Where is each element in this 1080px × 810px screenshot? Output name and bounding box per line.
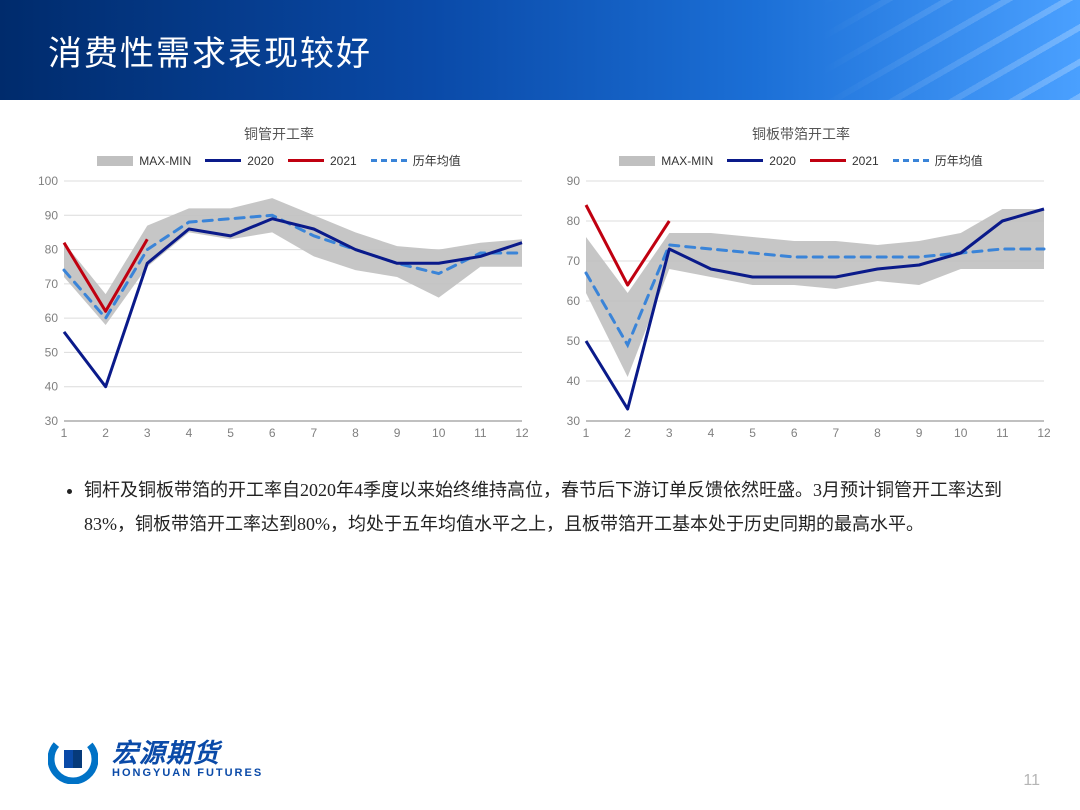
bullet-text: 铜杆及铜板带箔的开工率自2020年4季度以来始终维持高位，春节后下游订单反馈依然… (84, 473, 1016, 541)
svg-text:1: 1 (61, 426, 68, 440)
svg-text:80: 80 (45, 243, 59, 257)
chart-left-legend: MAX-MIN 2020 2021 历年均值 (97, 152, 460, 169)
swatch-dash-icon (371, 159, 407, 162)
svg-text:60: 60 (567, 294, 581, 308)
slide-title: 消费性需求表现较好 (48, 26, 372, 75)
legend-band: MAX-MIN (619, 154, 713, 168)
svg-text:12: 12 (1037, 426, 1050, 440)
svg-text:1: 1 (583, 426, 590, 440)
swatch-dash-icon (893, 159, 929, 162)
chart-left: 铜管开工率 MAX-MIN 2020 2021 历年均值 30 40 50 60 70 8… (28, 124, 530, 445)
swatch-band-icon (97, 156, 133, 166)
logo-mark-icon (48, 734, 98, 784)
swatch-line-icon (810, 159, 846, 162)
legend-2020: 2020 (205, 154, 274, 168)
chart-right-title: 铜板带箔开工率 (752, 124, 850, 144)
chart-left-plot: 30405060708090100123456789101112 (30, 175, 528, 445)
legend-2021: 2021 (288, 154, 357, 168)
svg-text:70: 70 (567, 254, 581, 268)
chart-right-legend: MAX-MIN 2020 2021 历年均值 (619, 152, 982, 169)
svg-text:7: 7 (310, 426, 317, 440)
bullet-section: 铜杆及铜板带箔的开工率自2020年4季度以来始终维持高位，春节后下游订单反馈依然… (0, 445, 1080, 541)
svg-text:9: 9 (394, 426, 401, 440)
logo-text: 宏源期货 HONGYUAN FUTURES (112, 739, 263, 780)
svg-text:70: 70 (45, 277, 59, 291)
chart-right-plot: 30405060708090123456789101112 (552, 175, 1050, 445)
svg-text:50: 50 (567, 334, 581, 348)
legend-avg-label: 历年均值 (413, 152, 461, 169)
legend-avg: 历年均值 (893, 152, 983, 169)
legend-2020-label: 2020 (247, 154, 274, 168)
svg-text:6: 6 (791, 426, 798, 440)
svg-text:80: 80 (567, 214, 581, 228)
swatch-line-icon (288, 159, 324, 162)
logo-en: HONGYUAN FUTURES (112, 767, 263, 779)
swatch-band-icon (619, 156, 655, 166)
swatch-line-icon (727, 159, 763, 162)
svg-text:50: 50 (45, 345, 59, 359)
legend-2020-label: 2020 (769, 154, 796, 168)
svg-text:7: 7 (832, 426, 839, 440)
legend-2020: 2020 (727, 154, 796, 168)
svg-text:3: 3 (144, 426, 151, 440)
svg-text:90: 90 (567, 175, 581, 188)
svg-text:6: 6 (269, 426, 276, 440)
svg-text:10: 10 (954, 426, 968, 440)
svg-text:40: 40 (45, 380, 59, 394)
svg-text:60: 60 (45, 311, 59, 325)
svg-text:5: 5 (227, 426, 234, 440)
legend-2021-label: 2021 (852, 154, 879, 168)
chart-left-title: 铜管开工率 (244, 124, 314, 144)
logo-cn: 宏源期货 (112, 739, 263, 768)
charts-row: 铜管开工率 MAX-MIN 2020 2021 历年均值 30 40 50 60 70 8… (0, 100, 1080, 445)
svg-text:4: 4 (708, 426, 715, 440)
svg-text:4: 4 (186, 426, 193, 440)
svg-text:3: 3 (666, 426, 673, 440)
svg-text:100: 100 (38, 175, 58, 188)
swatch-line-icon (205, 159, 241, 162)
legend-2021: 2021 (810, 154, 879, 168)
footer-logo: 宏源期货 HONGYUAN FUTURES (48, 734, 263, 784)
svg-text:90: 90 (45, 208, 59, 222)
svg-text:5: 5 (749, 426, 756, 440)
svg-text:11: 11 (996, 426, 1009, 440)
title-bar: 消费性需求表现较好 (0, 0, 1080, 100)
svg-text:11: 11 (474, 426, 487, 440)
svg-text:12: 12 (515, 426, 528, 440)
svg-text:8: 8 (352, 426, 359, 440)
legend-avg: 历年均值 (371, 152, 461, 169)
svg-text:10: 10 (432, 426, 446, 440)
svg-text:2: 2 (102, 426, 109, 440)
legend-band-label: MAX-MIN (139, 154, 191, 168)
svg-text:30: 30 (567, 414, 581, 428)
chart-right: 铜板带箔开工率 MAX-MIN 2020 2021 历年均值 30 40 50 60 7… (550, 124, 1052, 445)
svg-text:40: 40 (567, 374, 581, 388)
legend-band-label: MAX-MIN (661, 154, 713, 168)
svg-text:8: 8 (874, 426, 881, 440)
svg-text:2: 2 (624, 426, 631, 440)
legend-band: MAX-MIN (97, 154, 191, 168)
page-number: 11 (1023, 772, 1040, 790)
svg-text:30: 30 (45, 414, 59, 428)
svg-text:9: 9 (916, 426, 923, 440)
legend-2021-label: 2021 (330, 154, 357, 168)
legend-avg-label: 历年均值 (935, 152, 983, 169)
